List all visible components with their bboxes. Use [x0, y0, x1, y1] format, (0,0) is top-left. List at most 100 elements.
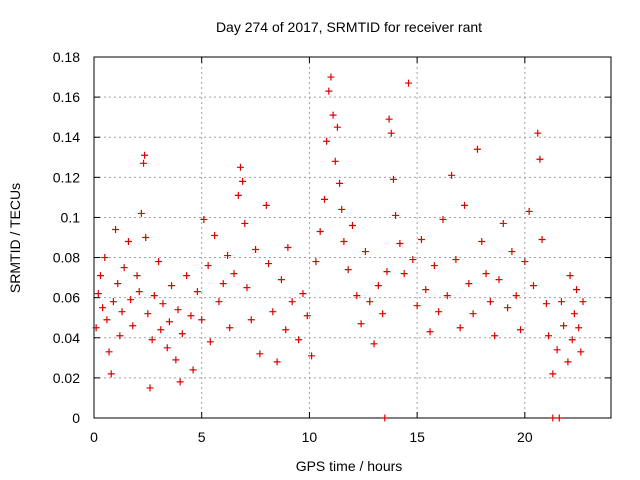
data-point [435, 308, 443, 316]
data-point [525, 207, 533, 215]
data-point [284, 244, 292, 252]
x-tick-label: 10 [302, 429, 318, 445]
data-point [573, 286, 581, 294]
data-point [124, 238, 132, 246]
data-point [163, 344, 171, 352]
data-point [439, 215, 447, 223]
data-point [243, 284, 251, 292]
data-point [327, 73, 335, 81]
data-point [400, 270, 408, 278]
data-point [299, 290, 307, 298]
data-point [99, 304, 107, 312]
data-point [129, 322, 137, 330]
y-tick-label: 0.08 [53, 250, 80, 266]
data-point [323, 137, 331, 145]
data-point [144, 310, 152, 318]
data-point [316, 227, 324, 235]
data-point [385, 115, 393, 123]
data-point [538, 236, 546, 244]
data-point [461, 201, 469, 209]
data-point [564, 358, 572, 366]
data-point [508, 248, 516, 256]
data-point [381, 414, 389, 422]
data-point [288, 298, 296, 306]
data-point [340, 238, 348, 246]
y-axis-title: SRMTID / TECUs [7, 183, 23, 293]
data-point [96, 272, 104, 280]
data-point [187, 312, 195, 320]
data-point [560, 322, 568, 330]
data-point [224, 252, 232, 260]
data-point [150, 292, 158, 300]
data-point [336, 179, 344, 187]
data-point [230, 270, 238, 278]
data-point [109, 298, 117, 306]
data-point [491, 332, 499, 340]
y-tick-label: 0.16 [53, 89, 80, 105]
data-point [333, 123, 341, 131]
data-point [575, 324, 583, 332]
data-point [159, 300, 167, 308]
data-point [529, 282, 537, 290]
data-point [168, 282, 176, 290]
data-point [383, 268, 391, 276]
data-point [568, 336, 576, 344]
data-point [325, 87, 333, 95]
data-point [486, 298, 494, 306]
data-point [241, 219, 249, 227]
data-point [92, 324, 100, 332]
axes: 0 0.02 0.04 0.06 0.08 0.1 0.12 0.14 0.16 0.18 0 5 10… [53, 49, 612, 445]
data-point [495, 276, 503, 284]
data-point [555, 414, 563, 422]
data-point [312, 258, 320, 266]
data-point [499, 219, 507, 227]
data-point [107, 370, 115, 378]
data-point [387, 129, 395, 137]
data-point [504, 304, 512, 312]
data-point [206, 338, 214, 346]
data-point [417, 236, 425, 244]
data-point [577, 348, 585, 356]
y-tick-label: 0.06 [53, 290, 80, 306]
data-point [273, 358, 281, 366]
data-point [141, 151, 149, 159]
data-point [137, 209, 145, 217]
data-point [277, 276, 285, 284]
data-point [392, 211, 400, 219]
data-point [456, 324, 464, 332]
data-point [409, 256, 417, 264]
data-point [482, 270, 490, 278]
data-point [452, 256, 460, 264]
data-point [353, 292, 361, 300]
data-point [536, 155, 544, 163]
data-point [566, 272, 574, 280]
data-point [146, 384, 154, 392]
data-point [349, 221, 356, 229]
data-point [366, 298, 374, 306]
y-tick-label: 0.18 [53, 49, 80, 65]
data-point [308, 352, 316, 360]
data-point [357, 320, 365, 328]
data-point [542, 300, 550, 308]
data-point [148, 336, 156, 344]
data-point [331, 157, 339, 165]
data-point [120, 264, 128, 272]
data-point [282, 326, 290, 334]
x-axis-title: GPS time / hours [296, 458, 403, 474]
y-tick-label: 0.04 [53, 330, 80, 346]
data-point [103, 316, 111, 324]
data-point [557, 298, 565, 306]
data-point [236, 163, 244, 171]
y-tick-label: 0 [72, 410, 80, 426]
data-point [234, 191, 242, 199]
data-point [112, 225, 120, 233]
x-tick-label: 0 [90, 429, 98, 445]
data-point [549, 414, 557, 422]
data-point [239, 177, 247, 185]
data-point [189, 366, 197, 374]
data-point [473, 145, 481, 153]
data-point [252, 246, 260, 254]
data-point [295, 336, 303, 344]
data-point [116, 332, 124, 340]
